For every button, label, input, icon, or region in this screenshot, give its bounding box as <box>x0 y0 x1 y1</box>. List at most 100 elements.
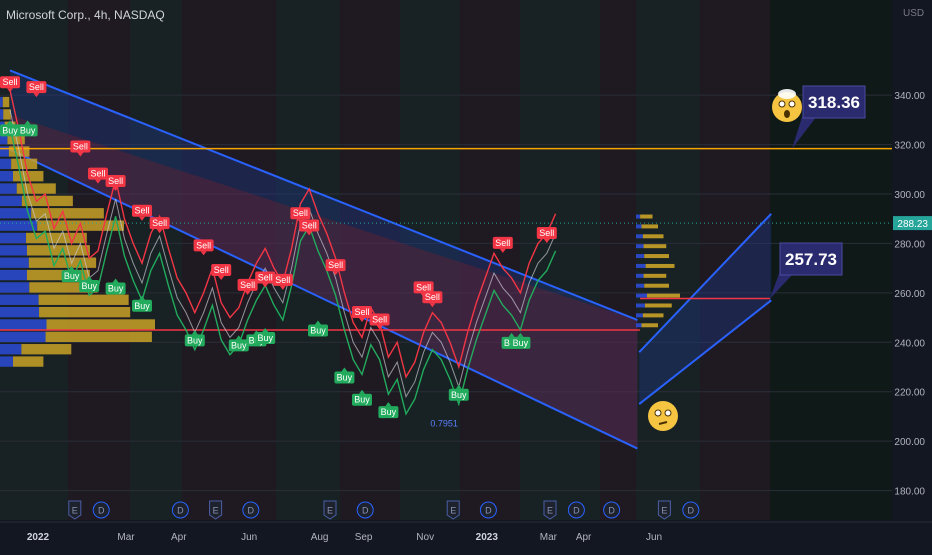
event-marker-letter: D <box>248 506 255 516</box>
buy-signal-label: Buy <box>231 340 247 350</box>
buy-signal-label: Buy <box>381 407 397 417</box>
sell-signal-box <box>325 259 346 272</box>
channel-lower-half <box>10 114 638 449</box>
buy-signal[interactable]: Buy <box>352 389 372 406</box>
sell-signal[interactable]: Sell <box>352 306 372 323</box>
dividend-marker[interactable]: D <box>479 501 497 519</box>
dividend-marker-shape <box>567 501 585 519</box>
earnings-marker-shape <box>323 500 337 520</box>
volume-profile-bar-sell <box>645 263 675 268</box>
volume-profile-bar-sell <box>46 319 155 330</box>
event-marker-letter: D <box>362 506 369 516</box>
y-axis-tick-label: 240.00 <box>894 338 925 349</box>
dividend-marker-shape <box>92 501 110 519</box>
buy-signal[interactable]: Buy <box>0 120 20 137</box>
sell-signal-pointer <box>7 88 13 93</box>
sell-signal[interactable]: Sell <box>369 313 390 330</box>
buy-signal[interactable]: Buy <box>255 327 276 344</box>
event-marker-letter: E <box>450 506 456 516</box>
earnings-marker[interactable]: E <box>446 500 460 520</box>
sell-signal[interactable]: Sell <box>149 217 170 234</box>
dividend-marker[interactable]: D <box>567 501 585 519</box>
sell-signal-box <box>237 278 258 291</box>
buy-signal[interactable]: Buy <box>184 330 205 347</box>
dividend-marker-shape <box>356 501 374 519</box>
earnings-marker[interactable]: E <box>68 500 82 520</box>
sell-signal-label: Sell <box>152 218 167 228</box>
buy-signal[interactable]: Buy <box>448 384 469 401</box>
event-marker-letter: E <box>327 506 333 516</box>
session-band <box>182 0 276 520</box>
buy-signal[interactable]: Buy <box>105 278 126 295</box>
sell-signal-pointer <box>429 303 436 308</box>
sell-signal-label: Sell <box>495 238 510 248</box>
channel-upper-line <box>9 69 638 321</box>
resistance-callout[interactable]: 318.36 <box>792 85 866 149</box>
buy-signal-label: Buy <box>134 301 150 311</box>
sell-signal[interactable]: Sell <box>193 239 214 256</box>
sell-signal[interactable]: Sell <box>88 167 108 184</box>
dividend-marker[interactable]: D <box>603 501 621 519</box>
buy-signal[interactable]: Buy <box>79 276 100 293</box>
buy-signal[interactable]: Buy <box>334 367 355 384</box>
earnings-marker[interactable]: E <box>209 500 223 520</box>
dividend-marker[interactable]: D <box>242 501 260 519</box>
sell-signal-box <box>413 281 434 294</box>
volume-profile-bar-sell <box>16 183 56 194</box>
sell-signal[interactable]: Sell <box>105 175 126 192</box>
sell-signal-label: Sell <box>134 206 149 216</box>
sell-signal[interactable]: Sell <box>492 236 513 253</box>
volume-profile-bar-buy <box>636 273 644 278</box>
dividend-marker[interactable]: D <box>92 501 110 519</box>
earnings-marker[interactable]: E <box>657 500 671 520</box>
earnings-marker[interactable]: E <box>543 500 557 520</box>
sell-signal[interactable]: Sell <box>325 259 346 276</box>
sell-signal[interactable]: Sell <box>299 219 320 236</box>
session-band <box>400 0 460 520</box>
x-axis-tick-label: Jun <box>241 532 257 543</box>
buy-signal-box <box>334 371 355 384</box>
buy-signal-box <box>79 280 100 293</box>
sell-signal-box <box>193 239 214 252</box>
buy-signal[interactable]: Buy <box>510 332 531 349</box>
y-axis-tick-label: 260.00 <box>894 289 925 300</box>
buy-signal-box <box>448 388 469 401</box>
event-marker-letter: D <box>177 506 184 516</box>
sell-signal-pointer <box>156 229 163 234</box>
volume-profile-bar-sell <box>26 269 90 281</box>
volume-profile-bar-sell <box>21 344 72 355</box>
sell-signal-box <box>272 273 293 286</box>
buy-signal[interactable]: Buy <box>17 120 38 137</box>
buy-signal[interactable]: Buy <box>61 266 82 283</box>
dividend-marker[interactable]: D <box>356 501 374 519</box>
y-axis-tick-label: 220.00 <box>894 388 925 399</box>
buy-signal-pointer <box>139 295 145 300</box>
x-axis-tick-label: Apr <box>576 532 592 543</box>
sell-signal[interactable]: Sell <box>211 264 232 281</box>
dividend-marker-shape <box>171 501 189 519</box>
sell-signal-pointer <box>200 251 207 256</box>
sell-signal[interactable]: Sell <box>237 278 258 295</box>
sell-signal[interactable]: Sell <box>132 204 152 221</box>
sell-signal[interactable]: Sell <box>70 140 91 157</box>
support-callout[interactable]: 257.73 <box>770 242 843 299</box>
buy-signal[interactable]: Buy <box>378 402 399 419</box>
dividend-marker[interactable]: D <box>171 501 189 519</box>
buy-signal[interactable]: Buy <box>228 335 249 352</box>
event-marker-letter: E <box>72 506 78 516</box>
sell-signal[interactable]: Sell <box>536 226 557 243</box>
buy-signal[interactable]: Buy <box>308 320 328 337</box>
sell-signal[interactable]: Sell <box>0 76 20 93</box>
sell-signal[interactable]: Sell <box>255 271 276 288</box>
sell-signal[interactable]: Sell <box>26 81 47 98</box>
resistance-callout-value: 318.36 <box>808 93 860 112</box>
buy-signal[interactable]: Buy <box>132 295 152 312</box>
sell-signal[interactable]: Sell <box>422 291 443 308</box>
earnings-marker[interactable]: E <box>323 500 337 520</box>
dividend-marker[interactable]: D <box>682 501 700 519</box>
sell-signal-label: Sell <box>328 260 343 270</box>
sell-signal[interactable]: Sell <box>272 273 293 290</box>
volume-profile-bar-sell <box>26 245 90 256</box>
